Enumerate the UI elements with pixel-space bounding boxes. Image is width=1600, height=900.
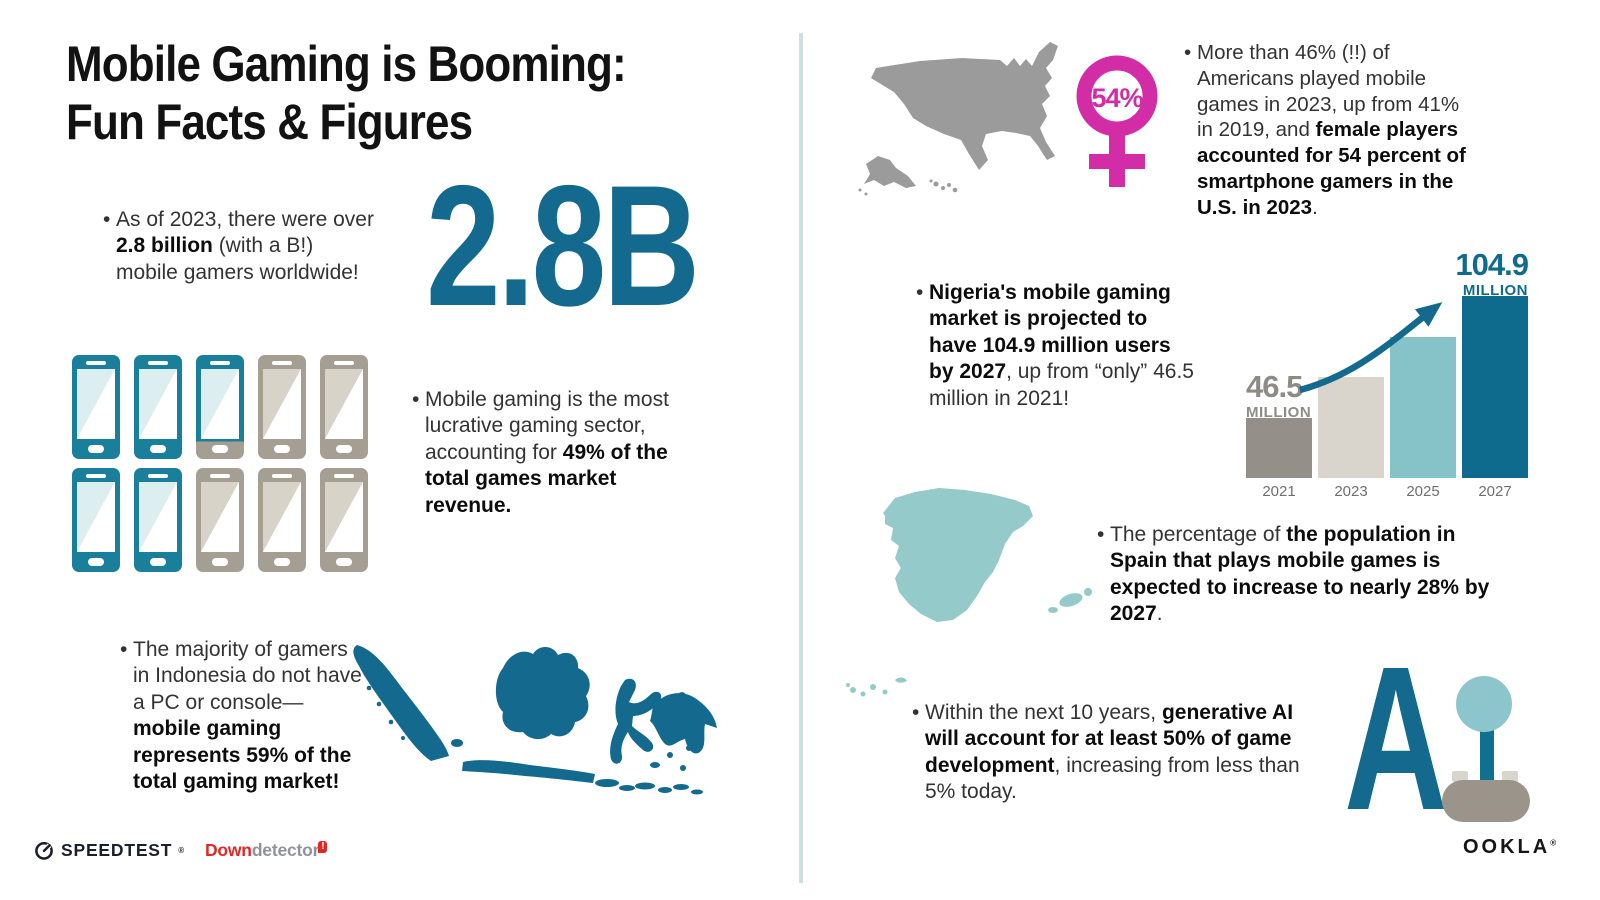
joystick-button-right — [1502, 771, 1518, 782]
fact-gamers-worldwide: As of 2023, there were over 2.8 billion … — [103, 207, 378, 286]
phone-icon-partial — [196, 355, 244, 459]
chart-start-value: 46.5 — [1246, 369, 1303, 404]
chart-end-unit: MILLION — [1462, 282, 1528, 299]
downdetector-wordmark-detector: detector — [251, 839, 320, 860]
joystick-button-left — [1452, 771, 1468, 782]
chart-bar-2025 — [1390, 337, 1456, 478]
page-title: Mobile Gaming is Booming: Fun Facts & Fi… — [66, 36, 627, 151]
speedtest-trademark: ® — [178, 845, 185, 855]
title-line-2: Fun Facts & Figures — [66, 93, 473, 150]
female-symbol-icon: 54% — [1071, 52, 1163, 192]
joystick-stick — [1480, 726, 1494, 784]
divider — [799, 33, 803, 883]
title-line-1: Mobile Gaming is Booming: — [66, 36, 627, 92]
phone-icon-teal — [134, 355, 182, 459]
chart-axis-label-2023: 2023 — [1334, 483, 1368, 500]
footer-logos: SPEEDTEST ® Downdetector! — [33, 839, 328, 861]
ookla-logo: OOKLA® — [1463, 836, 1556, 859]
chart-bar-2027 — [1462, 296, 1528, 478]
chart-end-label: 104.9 MILLION — [1455, 247, 1529, 299]
fact-revenue-49pct: Mobile gaming is the most lucrative gami… — [412, 387, 670, 519]
phone-icon-teal — [72, 355, 120, 459]
phone-icon-gray — [320, 468, 368, 572]
downdetector-alert-icon: ! — [318, 840, 328, 853]
phone-icon-gray — [258, 355, 306, 459]
chart-axis-label-2027: 2027 — [1478, 483, 1512, 500]
speedtest-gauge-icon — [35, 841, 53, 860]
phone-icon-gray — [196, 468, 244, 572]
indonesia-map — [353, 645, 717, 795]
chart-start-label: 46.5 MILLION — [1246, 371, 1311, 420]
us-map — [858, 42, 1058, 196]
fact-nigeria-users: Nigeria's mobile gaming market is projec… — [916, 280, 1197, 412]
venus-glyph — [1076, 55, 1158, 187]
ai-letter-a: A — [1344, 624, 1448, 853]
speedtest-wordmark: SPEEDTEST — [61, 839, 173, 860]
ookla-trademark: ® — [1550, 838, 1557, 848]
phone-icon-teal — [134, 468, 182, 572]
fact-us-players: More than 46% (!!) of Americans played m… — [1184, 40, 1469, 221]
speedtest-logo: SPEEDTEST ® — [33, 839, 185, 861]
chart-bar-2023 — [1318, 377, 1384, 478]
stat-2-8b: 2.8B — [426, 150, 700, 342]
phone-grid — [72, 355, 368, 572]
chart-bars — [1246, 296, 1528, 478]
downdetector-wordmark-down: Down — [204, 839, 252, 860]
downdetector-logo: Downdetector! — [205, 840, 328, 861]
female-share-badge: 54% — [1091, 83, 1143, 113]
spain-map — [846, 488, 1092, 697]
fact-generative-ai: Within the next 10 years, generative AI … — [912, 700, 1327, 806]
chart-end-value: 104.9 — [1455, 247, 1529, 282]
ookla-wordmark: OOKLA — [1463, 836, 1551, 858]
phone-icon-gray — [258, 468, 306, 572]
phone-icon-gray — [320, 355, 368, 459]
phone-icon-teal — [72, 468, 120, 572]
chart-axis-label-2021: 2021 — [1262, 483, 1296, 500]
joystick-ball — [1456, 676, 1512, 732]
joystick-base — [1442, 780, 1530, 822]
chart-axis-label-2025: 2025 — [1406, 483, 1440, 500]
chart-axis: 2021 2023 2025 2027 — [1246, 483, 1528, 500]
fact-indonesia-59pct: The majority of gamers in Indonesia do n… — [120, 637, 365, 796]
nigeria-users-bar-chart: 46.5 MILLION 104.9 MILLION 2021 2023 2025 2… — [1246, 245, 1529, 500]
chart-bar-2021 — [1246, 418, 1312, 478]
chart-start-unit: MILLION — [1246, 404, 1312, 421]
fact-spain-28pct: The percentage of the population in Spai… — [1097, 522, 1490, 628]
